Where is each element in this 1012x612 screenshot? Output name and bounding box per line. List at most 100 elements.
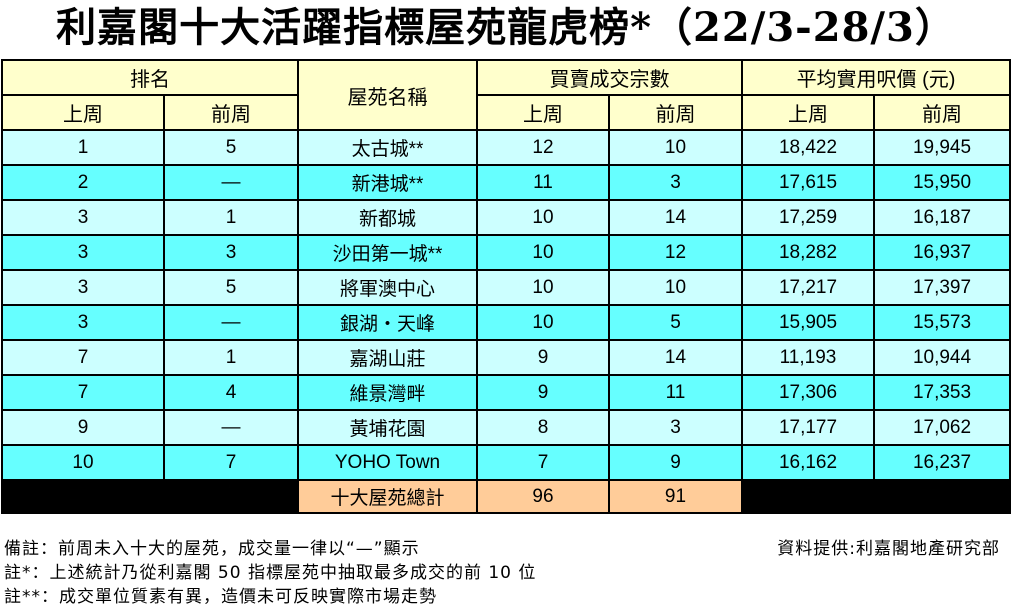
estate-name: 太古城** [297, 129, 478, 166]
total-row: 十大屋苑總計 96 91 [1, 479, 1012, 514]
tx-last-week: 9 [476, 339, 610, 376]
rank-last-week: 3 [1, 269, 165, 306]
header-price-last-week: 上周 [741, 94, 875, 131]
tx-prev-week: 5 [608, 304, 743, 341]
price-last-week: 18,282 [741, 234, 875, 271]
header-rank: 排名 [1, 59, 299, 96]
price-prev-week: 17,062 [872, 409, 1012, 446]
rank-prev-week: 1 [163, 339, 299, 376]
rank-last-week: 3 [1, 199, 165, 236]
table-row: 2— 新港城** 11 3 17,615 15,950 [1, 164, 1012, 201]
price-last-week: 17,615 [741, 164, 875, 201]
rank-prev-week: 7 [163, 444, 299, 481]
header-tx-prev-week: 前周 [608, 94, 743, 131]
rank-prev-week: — [163, 409, 299, 446]
table-row: 10 7 YOHO Town 7 9 16,162 16,237 [1, 444, 1012, 481]
price-prev-week: 10,944 [872, 339, 1012, 376]
note: 註*：上述統計乃從利嘉閣 50 指標屋苑中抽取最多成交的前 10 位 [4, 563, 537, 583]
estate-name: 黃埔花園 [297, 409, 478, 446]
price-prev-week: 17,353 [872, 374, 1012, 411]
tx-prev-week: 3 [608, 164, 743, 201]
estate-name: 新都城 [297, 199, 478, 236]
price-prev-week: 16,937 [872, 234, 1012, 271]
rank-prev-week: 4 [163, 374, 299, 411]
table-row: 3 5 將軍澳中心 10 10 17,217 17,397 [1, 269, 1012, 306]
price-prev-week: 19,945 [872, 129, 1012, 166]
rank-last-week: 7 [1, 374, 165, 411]
header-rank-prev-week: 前周 [163, 94, 299, 131]
table-row: 3 1 新都城 10 14 17,259 16,187 [1, 199, 1012, 236]
total-last-week: 96 [476, 479, 610, 514]
rank-last-week: 10 [1, 444, 165, 481]
tx-last-week: 11 [476, 164, 610, 201]
price-last-week: 17,259 [741, 199, 875, 236]
total-blank [1, 479, 165, 514]
estate-name: 銀湖‧天峰 [297, 304, 478, 341]
total-prev-week: 91 [608, 479, 743, 514]
price-last-week: 15,905 [741, 304, 875, 341]
header-transactions: 買賣成交宗數 [476, 59, 743, 96]
rank-prev-week: 5 [163, 129, 299, 166]
rank-prev-week: 5 [163, 269, 299, 306]
note: 備註：前周未入十大的屋苑，成交量一律以“—”顯示 [4, 539, 420, 559]
rank-last-week: 7 [1, 339, 165, 376]
notes: 備註：前周未入十大的屋苑，成交量一律以“—”顯示 註*：上述統計乃從利嘉閣 50… [4, 537, 536, 609]
tx-prev-week: 14 [608, 339, 743, 376]
estate-name: 將軍澳中心 [297, 269, 478, 306]
price-prev-week: 16,237 [872, 444, 1012, 481]
tx-last-week: 9 [476, 374, 610, 411]
header-tx-last-week: 上周 [476, 94, 610, 131]
estate-name: YOHO Town [297, 444, 478, 481]
header-price-prev-week: 前周 [872, 94, 1012, 131]
table-row: 1 5 太古城** 12 10 18,422 19,945 [1, 129, 1012, 166]
table-row: 3— 銀湖‧天峰 10 5 15,905 15,573 [1, 304, 1012, 341]
rank-prev-week: 3 [163, 234, 299, 271]
rank-prev-week: 1 [163, 199, 299, 236]
table-row: 7 1 嘉湖山莊 9 14 11,193 10,944 [1, 339, 1012, 376]
source: 資料提供:利嘉閣地產研究部 [777, 539, 1000, 559]
rank-last-week: 3 [1, 234, 165, 271]
header-rank-last-week: 上周 [1, 94, 165, 131]
tx-last-week: 8 [476, 409, 610, 446]
tx-prev-week: 10 [608, 129, 743, 166]
estate-name: 沙田第一城** [297, 234, 478, 271]
rank-last-week: 3 [1, 304, 165, 341]
total-blank [872, 479, 1012, 514]
tx-last-week: 10 [476, 304, 610, 341]
note: 註**：成交單位質素有異，造價未可反映實際市場走勢 [4, 587, 437, 607]
header-price: 平均實用呎價 (元) [740, 59, 1012, 96]
price-prev-week: 16,187 [872, 199, 1012, 236]
price-last-week: 18,422 [741, 129, 875, 166]
tx-last-week: 7 [476, 444, 610, 481]
tx-prev-week: 14 [608, 199, 743, 236]
header-estate: 屋苑名稱 [297, 59, 478, 131]
tx-prev-week: 3 [608, 409, 743, 446]
rank-last-week: 9 [1, 409, 165, 446]
price-last-week: 17,306 [741, 374, 875, 411]
rank-prev-week: — [163, 164, 299, 201]
tx-prev-week: 12 [608, 234, 743, 271]
tx-last-week: 10 [476, 199, 610, 236]
rank-last-week: 1 [1, 129, 165, 166]
tx-last-week: 10 [476, 234, 610, 271]
tx-prev-week: 10 [608, 269, 743, 306]
estate-name: 嘉湖山莊 [297, 339, 478, 376]
price-last-week: 17,177 [741, 409, 875, 446]
rank-prev-week: — [163, 304, 299, 341]
ranking-table: 排名 屋苑名稱 買賣成交宗數 平均實用呎價 (元) 上周 前周 上周 前周 上周… [1, 59, 1012, 514]
page-title: 利嘉閣十大活躍指標屋苑龍虎榜*（22/3-28/3） [56, 4, 956, 51]
total-blank [163, 479, 299, 514]
total-blank [741, 479, 875, 514]
tx-last-week: 10 [476, 269, 610, 306]
estate-name: 維景灣畔 [297, 374, 478, 411]
estate-name: 新港城** [297, 164, 478, 201]
tx-last-week: 12 [476, 129, 610, 166]
price-last-week: 16,162 [741, 444, 875, 481]
price-prev-week: 15,573 [872, 304, 1012, 341]
table-row: 9— 黃埔花園 8 3 17,177 17,062 [1, 409, 1012, 446]
table-row: 7 4 維景灣畔 9 11 17,306 17,353 [1, 374, 1012, 411]
price-prev-week: 15,950 [872, 164, 1012, 201]
tx-prev-week: 9 [608, 444, 743, 481]
tx-prev-week: 11 [608, 374, 743, 411]
price-last-week: 11,193 [741, 339, 875, 376]
